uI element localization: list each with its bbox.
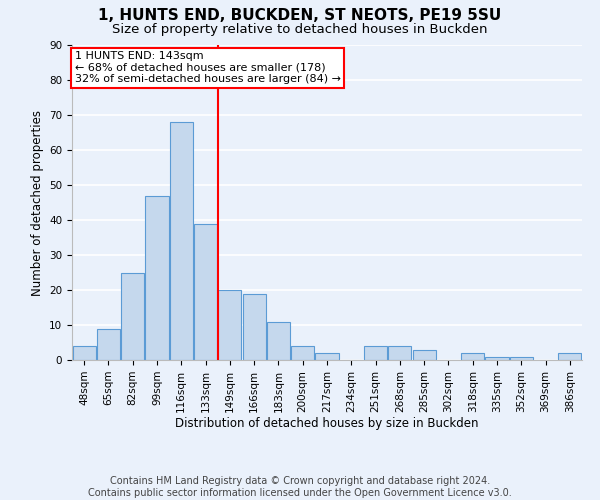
- Text: 1, HUNTS END, BUCKDEN, ST NEOTS, PE19 5SU: 1, HUNTS END, BUCKDEN, ST NEOTS, PE19 5S…: [98, 8, 502, 22]
- X-axis label: Distribution of detached houses by size in Buckden: Distribution of detached houses by size …: [175, 418, 479, 430]
- Y-axis label: Number of detached properties: Number of detached properties: [31, 110, 44, 296]
- Bar: [413, 350, 436, 360]
- Bar: [461, 353, 484, 360]
- Bar: [364, 346, 387, 360]
- Bar: [218, 290, 241, 360]
- Bar: [559, 353, 581, 360]
- Bar: [510, 356, 533, 360]
- Bar: [97, 328, 120, 360]
- Text: Contains HM Land Registry data © Crown copyright and database right 2024.
Contai: Contains HM Land Registry data © Crown c…: [88, 476, 512, 498]
- Bar: [194, 224, 217, 360]
- Bar: [170, 122, 193, 360]
- Bar: [388, 346, 412, 360]
- Bar: [242, 294, 266, 360]
- Bar: [145, 196, 169, 360]
- Bar: [121, 272, 144, 360]
- Bar: [485, 356, 509, 360]
- Text: 1 HUNTS END: 143sqm
← 68% of detached houses are smaller (178)
32% of semi-detac: 1 HUNTS END: 143sqm ← 68% of detached ho…: [74, 52, 341, 84]
- Bar: [73, 346, 95, 360]
- Text: Size of property relative to detached houses in Buckden: Size of property relative to detached ho…: [112, 22, 488, 36]
- Bar: [267, 322, 290, 360]
- Bar: [316, 353, 338, 360]
- Bar: [291, 346, 314, 360]
